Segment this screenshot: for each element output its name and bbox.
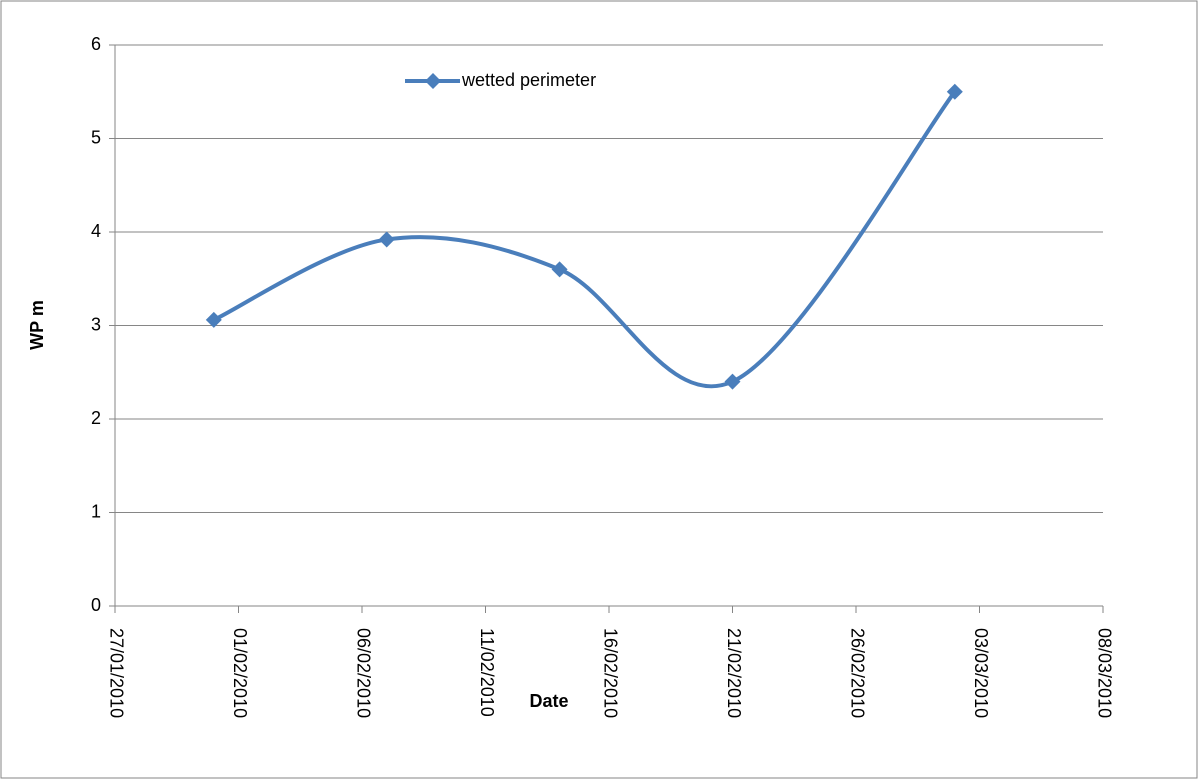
y-axis-label: WP m (27, 300, 47, 350)
y-tick-label: 3 (91, 314, 101, 334)
x-tick-label: 08/03/2010 (1094, 628, 1114, 718)
legend-marker (425, 73, 441, 89)
x-tick-label: 03/03/2010 (971, 628, 991, 718)
x-tick-label: 06/02/2010 (353, 628, 373, 718)
y-tick-label: 2 (91, 408, 101, 428)
y-tick-label: 4 (91, 221, 101, 241)
marker (551, 261, 568, 278)
x-tick-label: 21/02/2010 (724, 628, 744, 718)
y-tick-label: 5 (91, 127, 101, 147)
y-tick-label: 1 (91, 501, 101, 521)
line (212, 90, 957, 389)
marker (946, 83, 963, 100)
x-tick-label: 11/02/2010 (477, 628, 497, 717)
marker (205, 311, 222, 328)
x-tick-label: 01/02/2010 (230, 628, 250, 718)
marker (724, 373, 741, 390)
marker (378, 231, 395, 248)
y-tick-label: 6 (91, 34, 101, 54)
x-axis-label: Date (529, 691, 568, 711)
x-tick-label: 16/02/2010 (600, 628, 620, 718)
y-tick-label: 0 (91, 595, 101, 615)
x-tick-label: 27/01/2010 (106, 628, 126, 718)
x-tick-label: 26/02/2010 (847, 628, 867, 718)
legend-label: wetted perimeter (461, 70, 596, 90)
